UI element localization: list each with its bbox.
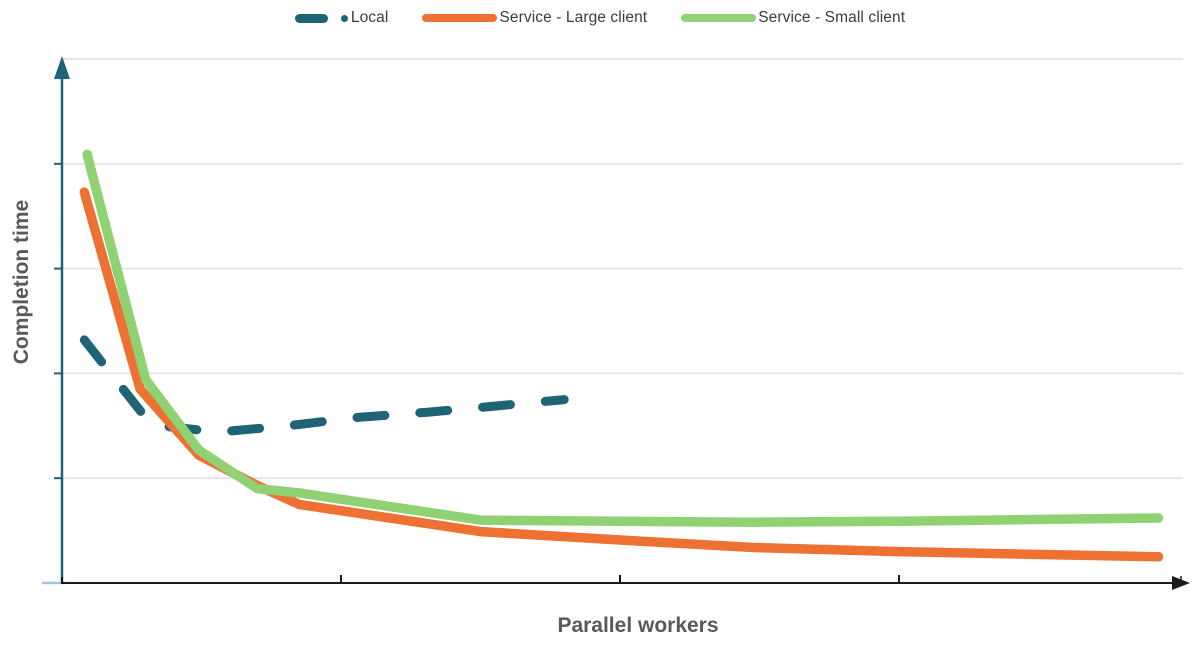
y-axis-arrow-icon xyxy=(54,56,70,79)
series-line-small-client xyxy=(82,149,1164,527)
legend-label-small-client: Service - Small client xyxy=(758,9,906,26)
x-axis-title: Parallel workers xyxy=(557,614,719,637)
local-dot-marker-icon xyxy=(340,14,348,22)
legend-item-local: Local xyxy=(294,9,389,27)
series-line-large-client xyxy=(79,187,1164,562)
y-axis-title: Completion time xyxy=(10,199,33,365)
local-dash-marker-icon xyxy=(294,13,328,23)
legend: Local Service - Large client Service - S… xyxy=(0,4,1200,32)
large-client-line-marker-icon xyxy=(422,14,498,22)
small-client-line-marker-icon xyxy=(681,14,757,22)
legend-label-large-client: Service - Large client xyxy=(499,9,648,26)
series-line-local xyxy=(79,335,569,437)
legend-item-small-client: Service - Small client xyxy=(681,9,905,27)
legend-label-local: Local xyxy=(350,9,389,26)
legend-item-large-client: Service - Large client xyxy=(422,9,647,27)
